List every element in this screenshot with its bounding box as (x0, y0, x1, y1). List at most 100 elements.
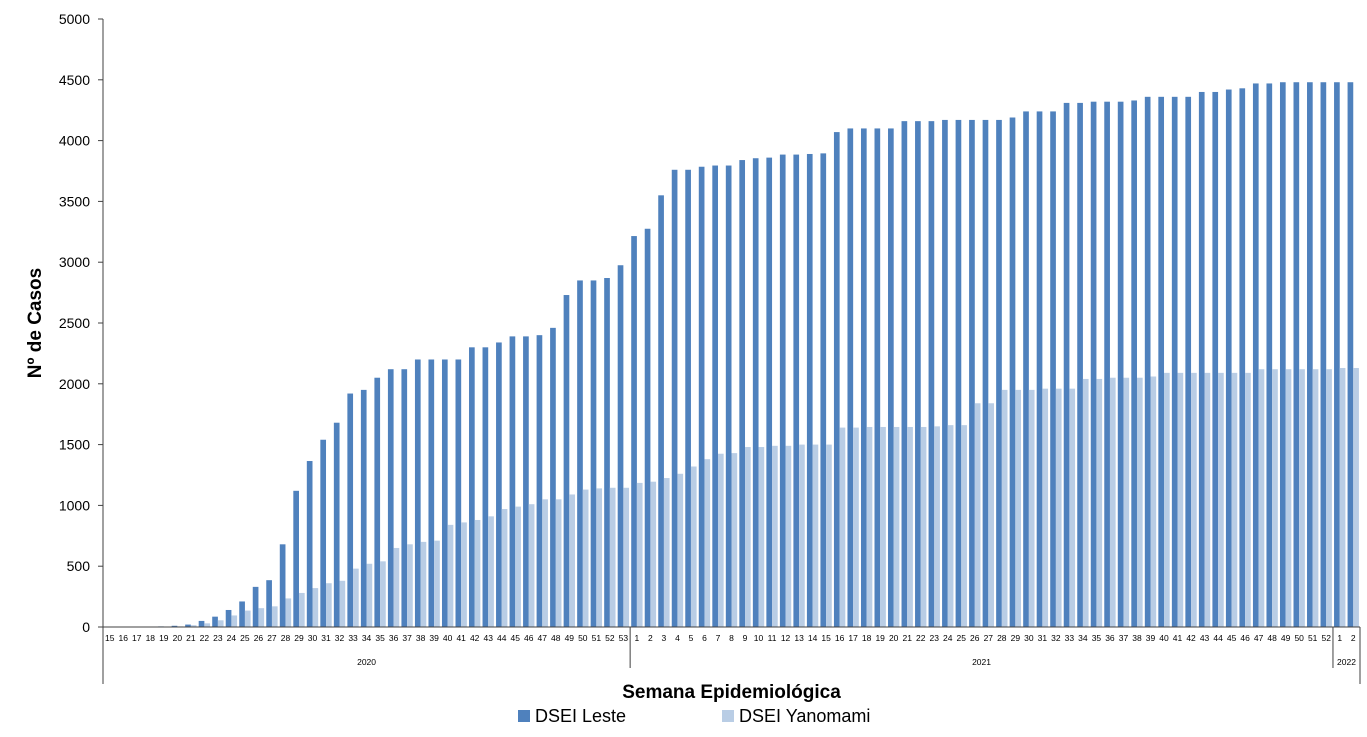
bar-dsei-yanomami (961, 425, 967, 627)
x-tick-label: 22 (916, 633, 926, 643)
x-tick-label: 29 (1011, 633, 1021, 643)
bar-dsei-yanomami (367, 564, 373, 627)
x-tick-label: 14 (808, 633, 818, 643)
x-tick-label: 40 (1159, 633, 1169, 643)
x-tick-label: 49 (1281, 633, 1291, 643)
bar-dsei-leste (361, 390, 367, 627)
x-tick-label: 23 (930, 633, 940, 643)
y-tick-label: 500 (67, 558, 91, 574)
bar-dsei-leste (1158, 97, 1164, 627)
bar-dsei-leste (645, 229, 651, 627)
bar-dsei-leste (793, 155, 799, 627)
bar-dsei-yanomami (1299, 369, 1305, 627)
x-tick-label: 17 (848, 633, 858, 643)
x-tick-label: 33 (348, 633, 358, 643)
bar-dsei-yanomami (934, 426, 940, 627)
x-tick-label: 38 (1132, 633, 1142, 643)
bar-dsei-yanomami (1137, 378, 1143, 627)
x-tick-label: 15 (105, 633, 115, 643)
bar-dsei-leste (929, 121, 935, 627)
x-tick-label: 51 (592, 633, 602, 643)
bar-dsei-leste (280, 544, 286, 627)
x-tick-label: 21 (902, 633, 912, 643)
x-tick-label: 24 (943, 633, 953, 643)
x-tick-label: 30 (308, 633, 318, 643)
bar-dsei-leste (604, 278, 610, 627)
y-tick-label: 2500 (59, 315, 90, 331)
bar-dsei-leste (780, 155, 786, 627)
x-tick-label: 31 (1038, 633, 1048, 643)
bar-dsei-leste (834, 132, 840, 627)
bar-dsei-yanomami (218, 620, 224, 627)
bar-dsei-leste (1199, 92, 1205, 627)
bar-dsei-leste (1348, 82, 1354, 627)
bar-dsei-yanomami (975, 403, 981, 627)
bar-dsei-yanomami (1002, 390, 1008, 627)
bar-dsei-yanomami (1069, 389, 1075, 627)
x-tick-label: 4 (675, 633, 680, 643)
bar-dsei-leste (1145, 97, 1151, 627)
bar-dsei-leste (347, 394, 353, 627)
bar-dsei-yanomami (921, 427, 927, 627)
bar-dsei-leste (1334, 82, 1340, 627)
x-tick-label: 46 (524, 633, 534, 643)
bar-dsei-leste (591, 280, 597, 627)
x-tick-label: 37 (1119, 633, 1129, 643)
bar-dsei-yanomami (840, 428, 846, 627)
bar-dsei-leste (983, 120, 989, 627)
year-group-label: 2020 (357, 657, 376, 667)
bar-dsei-leste (915, 121, 921, 627)
bar-dsei-leste (1280, 82, 1286, 627)
bar-dsei-leste (996, 120, 1002, 627)
bar-dsei-yanomami (894, 427, 900, 627)
bar-dsei-leste (658, 195, 664, 627)
bar-dsei-yanomami (637, 483, 643, 627)
x-tick-label: 46 (1240, 633, 1250, 643)
bar-dsei-leste (266, 580, 272, 627)
legend-label: DSEI Yanomami (739, 706, 870, 726)
y-tick-label: 3500 (59, 193, 90, 209)
bar-dsei-yanomami (799, 445, 805, 627)
bar-dsei-yanomami (1178, 373, 1184, 627)
x-tick-label: 34 (362, 633, 372, 643)
x-tick-label: 41 (1173, 633, 1183, 643)
bar-dsei-yanomami (299, 593, 305, 627)
x-tick-label: 17 (132, 633, 142, 643)
bar-dsei-yanomami (340, 581, 346, 627)
bar-dsei-leste (766, 158, 772, 627)
x-tick-label: 25 (957, 633, 967, 643)
bar-dsei-leste (739, 160, 745, 627)
bar-dsei-leste (875, 128, 881, 627)
bar-dsei-leste (1185, 97, 1191, 627)
bar-dsei-yanomami (488, 516, 494, 627)
bar-dsei-leste (685, 170, 691, 627)
bar-dsei-yanomami (204, 623, 210, 627)
x-tick-label: 23 (213, 633, 223, 643)
bar-dsei-leste (1294, 82, 1300, 627)
bar-dsei-yanomami (610, 488, 616, 627)
bar-dsei-yanomami (1042, 389, 1048, 627)
bar-dsei-leste (1010, 118, 1016, 628)
bar-dsei-leste (199, 621, 205, 627)
bar-dsei-leste (239, 601, 245, 627)
bar-dsei-yanomami (542, 499, 548, 627)
bar-dsei-yanomami (313, 588, 319, 627)
bar-dsei-leste (293, 491, 299, 627)
bar-dsei-leste (753, 158, 759, 627)
bar-dsei-yanomami (664, 478, 670, 627)
bar-dsei-yanomami (704, 459, 710, 627)
bar-dsei-leste (226, 610, 232, 627)
bar-dsei-leste (307, 461, 313, 627)
bar-dsei-leste (483, 347, 489, 627)
x-tick-label: 43 (483, 633, 493, 643)
bar-dsei-yanomami (1340, 368, 1346, 627)
bar-dsei-yanomami (596, 488, 602, 627)
y-tick-label: 4500 (59, 72, 90, 88)
bar-dsei-leste (496, 342, 502, 627)
bar-dsei-leste (1037, 111, 1043, 627)
bar-dsei-yanomami (245, 611, 251, 627)
bars-layer (145, 82, 1359, 627)
bar-dsei-yanomami (988, 403, 994, 627)
